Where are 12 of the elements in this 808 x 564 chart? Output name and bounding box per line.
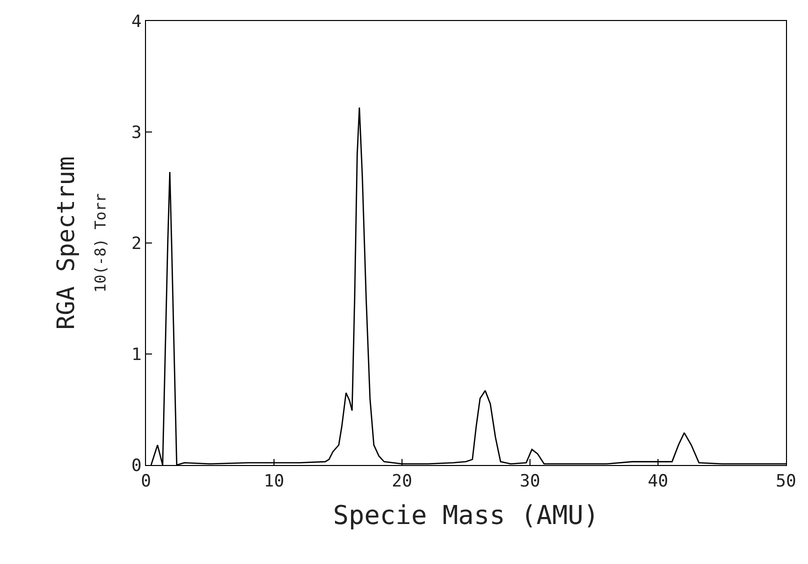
x-tick-label: 30 bbox=[520, 471, 540, 492]
x-tick-label: 40 bbox=[648, 471, 668, 492]
y-axis-title: RGA Spectrum 10(-8) Torr bbox=[52, 156, 110, 330]
y-tick-label: 3 bbox=[131, 122, 142, 143]
y-tick-label: 0 bbox=[131, 456, 142, 476]
x-tick-label: 50 bbox=[776, 471, 796, 492]
x-tick-label: 10 bbox=[264, 471, 284, 492]
x-axis-title: Specie Mass (AMU) bbox=[332, 501, 600, 532]
y-tick-label: 1 bbox=[131, 344, 142, 365]
y-tick-label: 4 bbox=[131, 12, 142, 32]
y-tick-label: 2 bbox=[131, 234, 142, 254]
x-tick-label: 20 bbox=[392, 471, 412, 492]
